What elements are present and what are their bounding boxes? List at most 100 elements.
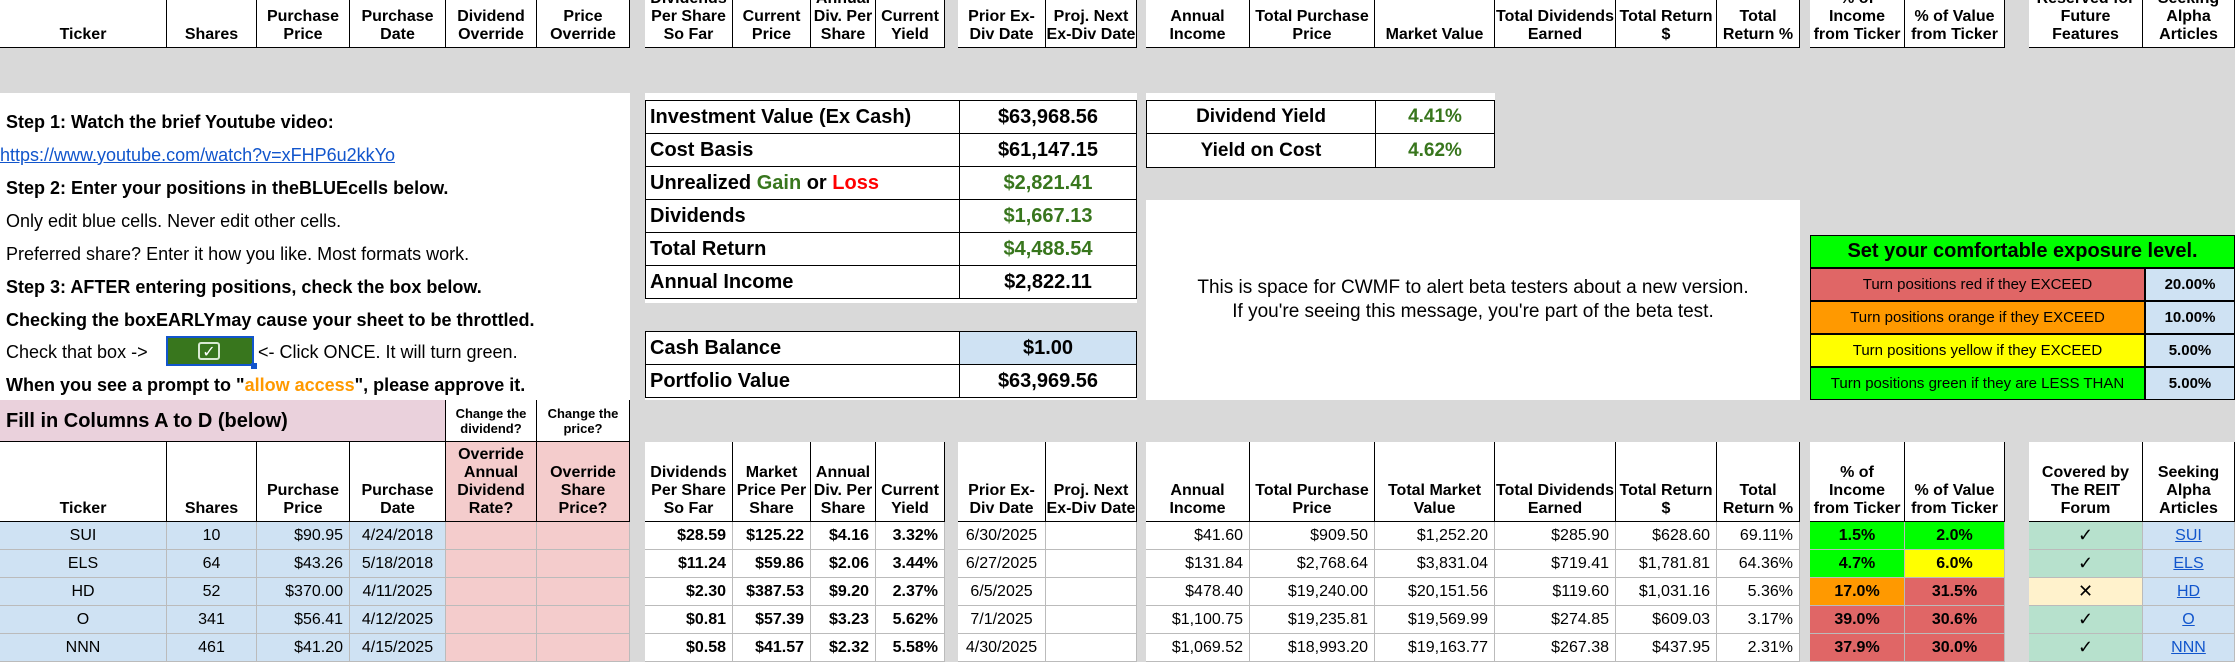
column-header: Total Dividends Earned <box>1495 0 1616 48</box>
confirm-checkbox[interactable]: ✓ <box>166 336 257 369</box>
gap-col <box>630 550 645 578</box>
column-header: Total Return % <box>1717 442 1800 522</box>
gap-col <box>630 522 645 550</box>
position-input-cell[interactable]: 5/18/2018 <box>350 550 446 578</box>
table-cell: $909.50 <box>1250 522 1375 550</box>
fill-in-title: Fill in Columns A to D (below) <box>6 409 288 432</box>
column-header: Market Value <box>1375 0 1495 48</box>
dividend-yield-value: 4.41% <box>1376 101 1494 134</box>
position-input-cell[interactable]: O <box>0 606 167 634</box>
table-cell: $3.23 <box>811 606 876 634</box>
position-input-cell[interactable]: $370.00 <box>257 578 350 606</box>
table-cell: $9.20 <box>811 578 876 606</box>
summary-label: Annual Income <box>645 265 960 299</box>
position-input-cell[interactable]: $56.41 <box>257 606 350 634</box>
position-input-cell[interactable]: 64 <box>167 550 257 578</box>
exposure-threshold-input[interactable]: 10.00% <box>2145 301 2235 334</box>
position-input-cell[interactable]: ELS <box>0 550 167 578</box>
override-input-cell[interactable] <box>446 550 537 578</box>
check-that-text: Check that box -> <box>6 341 148 362</box>
column-header: Ticker <box>0 442 167 522</box>
seeking-alpha-link[interactable]: HD <box>2143 578 2235 606</box>
table-cell: $28.59 <box>645 522 733 550</box>
override-input-cell[interactable] <box>537 606 630 634</box>
column-header: Covered by The REIT Forum <box>2029 442 2143 522</box>
covered-indicator: ✓ <box>2029 550 2143 578</box>
position-input-cell[interactable]: 4/15/2025 <box>350 634 446 662</box>
table-cell: $2.06 <box>811 550 876 578</box>
override-input-cell[interactable] <box>537 522 630 550</box>
table-cell: $2.32 <box>811 634 876 662</box>
override-input-cell[interactable] <box>537 634 630 662</box>
checking-text: Checking the box EARLY may cause your sh… <box>6 306 534 334</box>
table-cell: 2.0% <box>1905 522 2005 550</box>
column-header: Override Annual Dividend Rate? <box>446 442 537 522</box>
column-header: Shares <box>167 0 257 48</box>
alert-line-1: This is space for CWMF to alert beta tes… <box>1197 277 1749 298</box>
position-input-cell[interactable]: HD <box>0 578 167 606</box>
selection-handle <box>251 363 257 369</box>
step2-text: Step 2: Enter your positions in the BLUE… <box>6 174 448 202</box>
table-cell: $41.57 <box>733 634 811 662</box>
youtube-link[interactable]: https://www.youtube.com/watch?v=xFHP6u2k… <box>0 144 396 165</box>
table-cell: 5.36% <box>1717 578 1800 606</box>
table-cell: 1.5% <box>1810 522 1905 550</box>
position-input-cell[interactable]: NNN <box>0 634 167 662</box>
table-cell: $119.60 <box>1495 578 1616 606</box>
table-cell: $1,252.20 <box>1375 522 1495 550</box>
column-header: Annual Div. Per Share <box>811 442 876 522</box>
table-cell: $437.95 <box>1616 634 1717 662</box>
gap-row <box>1146 168 1800 200</box>
seeking-alpha-link[interactable]: O <box>2143 606 2235 634</box>
override-input-cell[interactable] <box>446 606 537 634</box>
table-cell: $59.86 <box>733 550 811 578</box>
table-cell: 7/1/2025 <box>958 606 1046 634</box>
gap-row <box>645 303 1137 331</box>
covered-indicator: ✕ <box>2029 578 2143 606</box>
table-cell: 39.0% <box>1810 606 1905 634</box>
exposure-rule-label: Turn positions orange if they EXCEED <box>1810 301 2145 334</box>
position-input-cell[interactable]: $41.20 <box>257 634 350 662</box>
position-input-cell[interactable]: 341 <box>167 606 257 634</box>
table-cell <box>1046 606 1137 634</box>
table-cell: 5.62% <box>876 606 945 634</box>
exposure-threshold-input[interactable]: 5.00% <box>2145 367 2235 400</box>
position-input-cell[interactable]: 4/12/2025 <box>350 606 446 634</box>
exposure-threshold-input[interactable]: 20.00% <box>2145 268 2235 301</box>
override-input-cell[interactable] <box>446 522 537 550</box>
column-header: Current Price <box>733 0 811 48</box>
position-input-cell[interactable]: SUI <box>0 522 167 550</box>
gap-col <box>1137 93 1146 400</box>
position-input-cell[interactable]: 10 <box>167 522 257 550</box>
override-input-cell[interactable] <box>537 550 630 578</box>
position-input-cell[interactable]: 4/11/2025 <box>350 578 446 606</box>
gap-col <box>2005 606 2029 634</box>
exposure-threshold-input[interactable]: 5.00% <box>2145 334 2235 367</box>
summary-value[interactable]: $1.00 <box>959 331 1137 365</box>
table-cell <box>1046 550 1137 578</box>
column-header: Dividends Per Share So Far <box>645 442 733 522</box>
override-input-cell[interactable] <box>446 578 537 606</box>
step3-text: Step 3: AFTER entering positions, check … <box>6 276 482 297</box>
gap-col <box>1137 634 1146 662</box>
summary-value: $1,667.13 <box>959 199 1137 233</box>
table-cell: 5.58% <box>876 634 945 662</box>
table-cell: 31.5% <box>1905 578 2005 606</box>
position-input-cell[interactable]: 52 <box>167 578 257 606</box>
table-cell: $387.53 <box>733 578 811 606</box>
override-input-cell[interactable] <box>537 578 630 606</box>
position-input-cell[interactable]: $90.95 <box>257 522 350 550</box>
gap-col <box>945 550 958 578</box>
position-input-cell[interactable]: 4/24/2018 <box>350 522 446 550</box>
gap-col <box>1800 522 1810 550</box>
summary-label: Dividends <box>645 199 960 233</box>
position-input-cell[interactable]: 461 <box>167 634 257 662</box>
override-input-cell[interactable] <box>446 634 537 662</box>
seeking-alpha-link[interactable]: ELS <box>2143 550 2235 578</box>
seeking-alpha-link[interactable]: NNN <box>2143 634 2235 662</box>
table-cell: 3.17% <box>1717 606 1800 634</box>
table-cell: 2.37% <box>876 578 945 606</box>
gap-col <box>630 442 645 522</box>
position-input-cell[interactable]: $43.26 <box>257 550 350 578</box>
seeking-alpha-link[interactable]: SUI <box>2143 522 2235 550</box>
